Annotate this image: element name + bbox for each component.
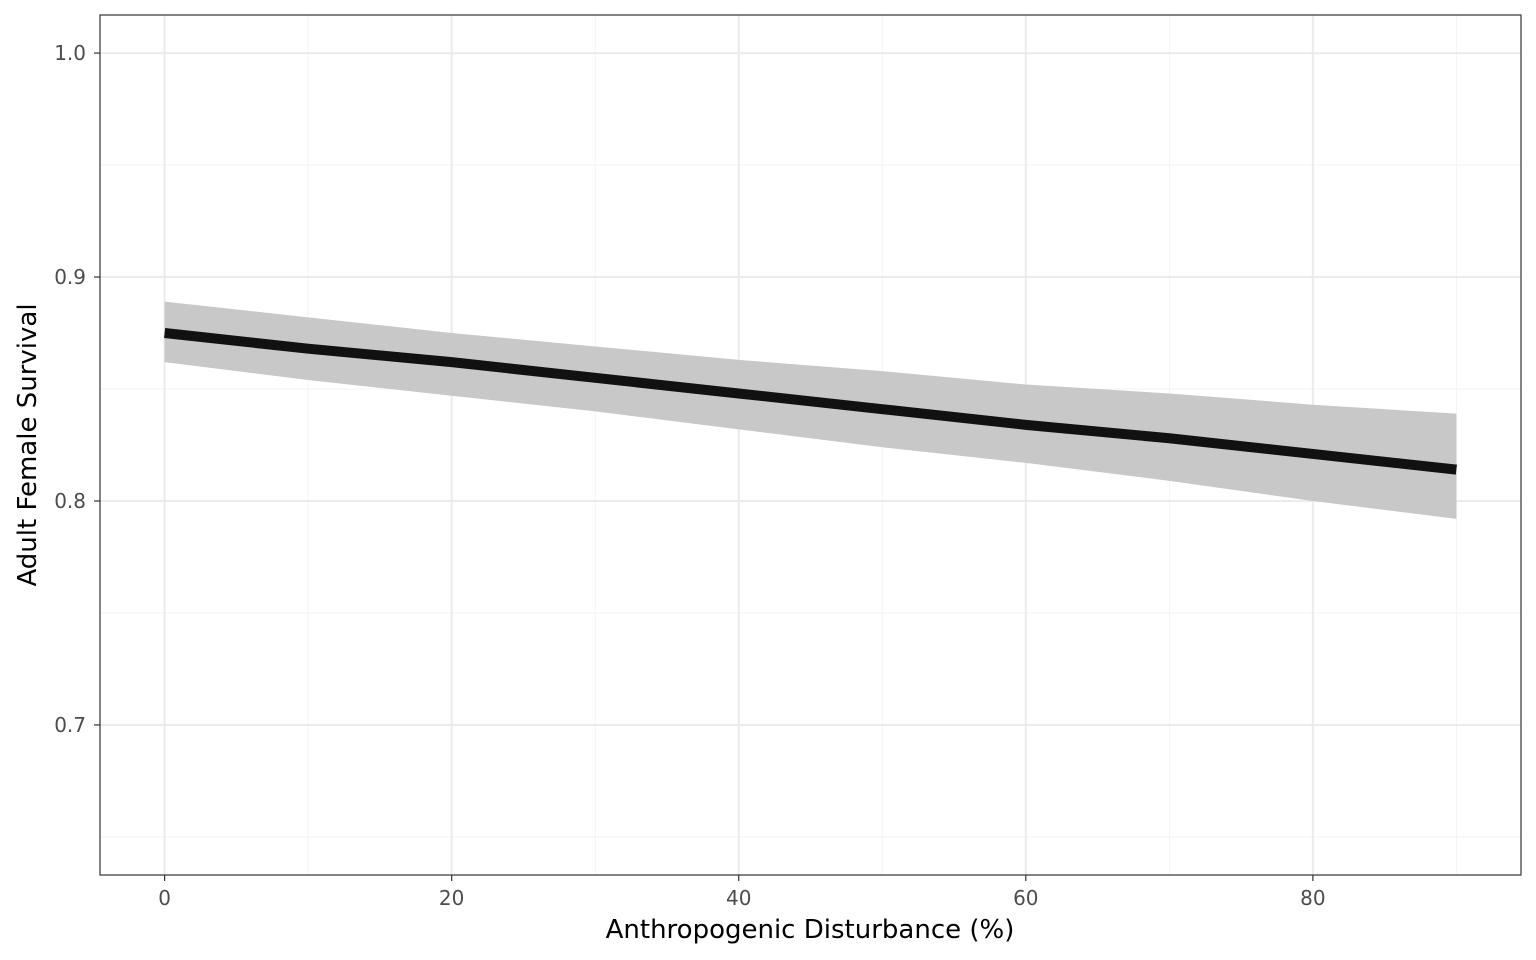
- x-tick-label: 40: [726, 886, 751, 910]
- x-tick-label: 60: [1013, 886, 1038, 910]
- x-axis-ticks: 0 20 40 60 80: [158, 875, 1326, 910]
- y-axis-title: Adult Female Survival: [13, 303, 43, 586]
- x-tick-label: 80: [1300, 886, 1325, 910]
- x-axis-title: Anthropogenic Disturbance (%): [606, 915, 1015, 945]
- y-axis-ticks: 0.7 0.8 0.9 1.0: [54, 41, 100, 737]
- fitted-line: [164, 328, 1457, 475]
- y-tick-label: 0.7: [54, 713, 86, 737]
- y-tick-label: 0.8: [54, 489, 86, 513]
- confidence-ribbon: [164, 301, 1457, 519]
- panel-border: [99, 14, 1522, 876]
- y-tick-label: 0.9: [54, 265, 86, 289]
- y-tick-label: 1.0: [54, 41, 86, 65]
- x-tick-label: 20: [439, 886, 464, 910]
- x-tick-label: 0: [158, 886, 171, 910]
